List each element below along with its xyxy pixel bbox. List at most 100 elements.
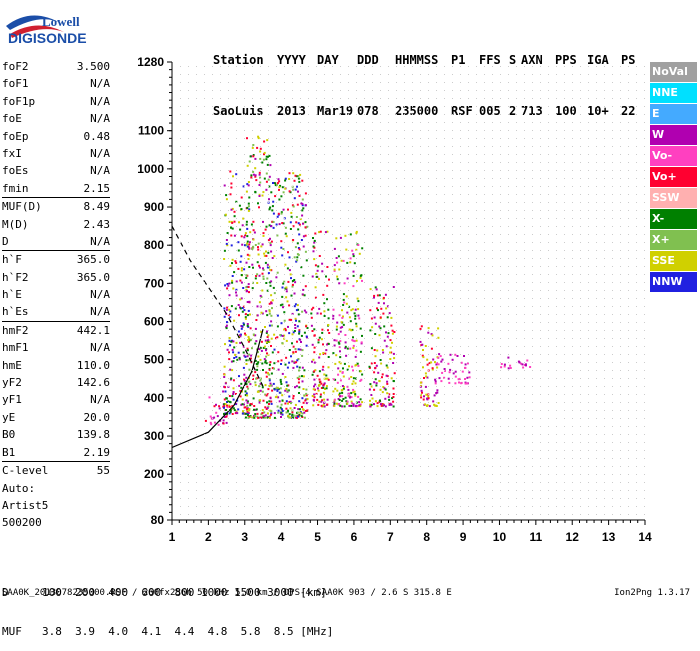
grid-dot: [452, 130, 453, 131]
grid-dot: [340, 394, 341, 395]
echo-point: [458, 382, 460, 384]
grid-dot: [492, 162, 493, 163]
grid-dot: [260, 234, 261, 235]
echo-point: [393, 353, 395, 355]
echo-point: [285, 178, 287, 180]
grid-dot: [532, 98, 533, 99]
echo-point: [263, 141, 265, 143]
grid-dot: [252, 226, 253, 227]
echo-point: [224, 386, 226, 388]
echo-point: [232, 228, 234, 230]
echo-point: [354, 262, 356, 264]
grid-dot: [316, 394, 317, 395]
grid-dot: [452, 290, 453, 291]
grid-dot: [556, 114, 557, 115]
grid-dot: [596, 130, 597, 131]
grid-dot: [468, 386, 469, 387]
echo-point: [373, 381, 375, 383]
grid-dot: [380, 74, 381, 75]
grid-dot: [492, 90, 493, 91]
grid-dot: [300, 170, 301, 171]
echo-point: [336, 322, 338, 324]
grid-dot: [492, 98, 493, 99]
grid-dot: [564, 514, 565, 515]
echo-point: [261, 412, 263, 414]
grid-dot: [524, 378, 525, 379]
grid-dot: [420, 338, 421, 339]
grid-dot: [356, 426, 357, 427]
grid-dot: [452, 194, 453, 195]
grid-dot: [444, 362, 445, 363]
grid-dot: [244, 314, 245, 315]
echo-point: [294, 197, 296, 199]
grid-dot: [196, 290, 197, 291]
echo-point: [243, 236, 245, 238]
echo-point: [287, 410, 289, 412]
grid-dot: [388, 386, 389, 387]
grid-dot: [500, 258, 501, 259]
grid-dot: [348, 98, 349, 99]
grid-dot: [188, 370, 189, 371]
grid-dot: [588, 410, 589, 411]
grid-dot: [492, 394, 493, 395]
grid-dot: [572, 218, 573, 219]
grid-dot: [300, 458, 301, 459]
echo-point: [457, 355, 459, 357]
grid-dot: [428, 210, 429, 211]
grid-dot: [420, 234, 421, 235]
grid-dot: [588, 394, 589, 395]
grid-dot: [380, 114, 381, 115]
grid-dot: [300, 434, 301, 435]
grid-dot: [588, 322, 589, 323]
grid-dot: [436, 490, 437, 491]
echo-point: [248, 203, 250, 205]
grid-dot: [548, 370, 549, 371]
grid-dot: [364, 90, 365, 91]
echo-point: [232, 393, 234, 395]
grid-dot: [524, 90, 525, 91]
echo-point: [258, 206, 260, 208]
grid-dot: [316, 90, 317, 91]
grid-dot: [372, 66, 373, 67]
grid-dot: [292, 466, 293, 467]
grid-dot: [276, 218, 277, 219]
grid-dot: [316, 66, 317, 67]
grid-dot: [180, 506, 181, 507]
echo-point: [327, 324, 329, 326]
echo-point: [322, 366, 324, 368]
grid-dot: [516, 498, 517, 499]
grid-dot: [532, 194, 533, 195]
grid-dot: [412, 282, 413, 283]
grid-dot: [420, 242, 421, 243]
grid-dot: [492, 458, 493, 459]
grid-dot: [532, 202, 533, 203]
echo-point: [280, 387, 282, 389]
grid-dot: [268, 266, 269, 267]
grid-dot: [196, 274, 197, 275]
grid-dot: [340, 482, 341, 483]
grid-dot: [556, 490, 557, 491]
grid-dot: [260, 378, 261, 379]
echo-point: [434, 405, 436, 407]
echo-point: [262, 221, 264, 223]
echo-point: [447, 363, 449, 365]
grid-dot: [300, 298, 301, 299]
grid-dot: [396, 290, 397, 291]
echo-point: [226, 239, 228, 241]
grid-dot: [276, 346, 277, 347]
echo-point: [302, 199, 304, 201]
grid-dot: [276, 202, 277, 203]
grid-dot: [492, 466, 493, 467]
grid-dot: [188, 202, 189, 203]
echo-point: [233, 399, 235, 401]
grid-dot: [596, 314, 597, 315]
echo-point: [217, 415, 219, 417]
echo-point: [287, 281, 289, 283]
y-tick-label: 400: [144, 391, 164, 405]
grid-dot: [604, 154, 605, 155]
echo-point: [298, 348, 300, 350]
grid-dot: [196, 458, 197, 459]
grid-dot: [228, 514, 229, 515]
grid-dot: [212, 194, 213, 195]
grid-dot: [556, 442, 557, 443]
